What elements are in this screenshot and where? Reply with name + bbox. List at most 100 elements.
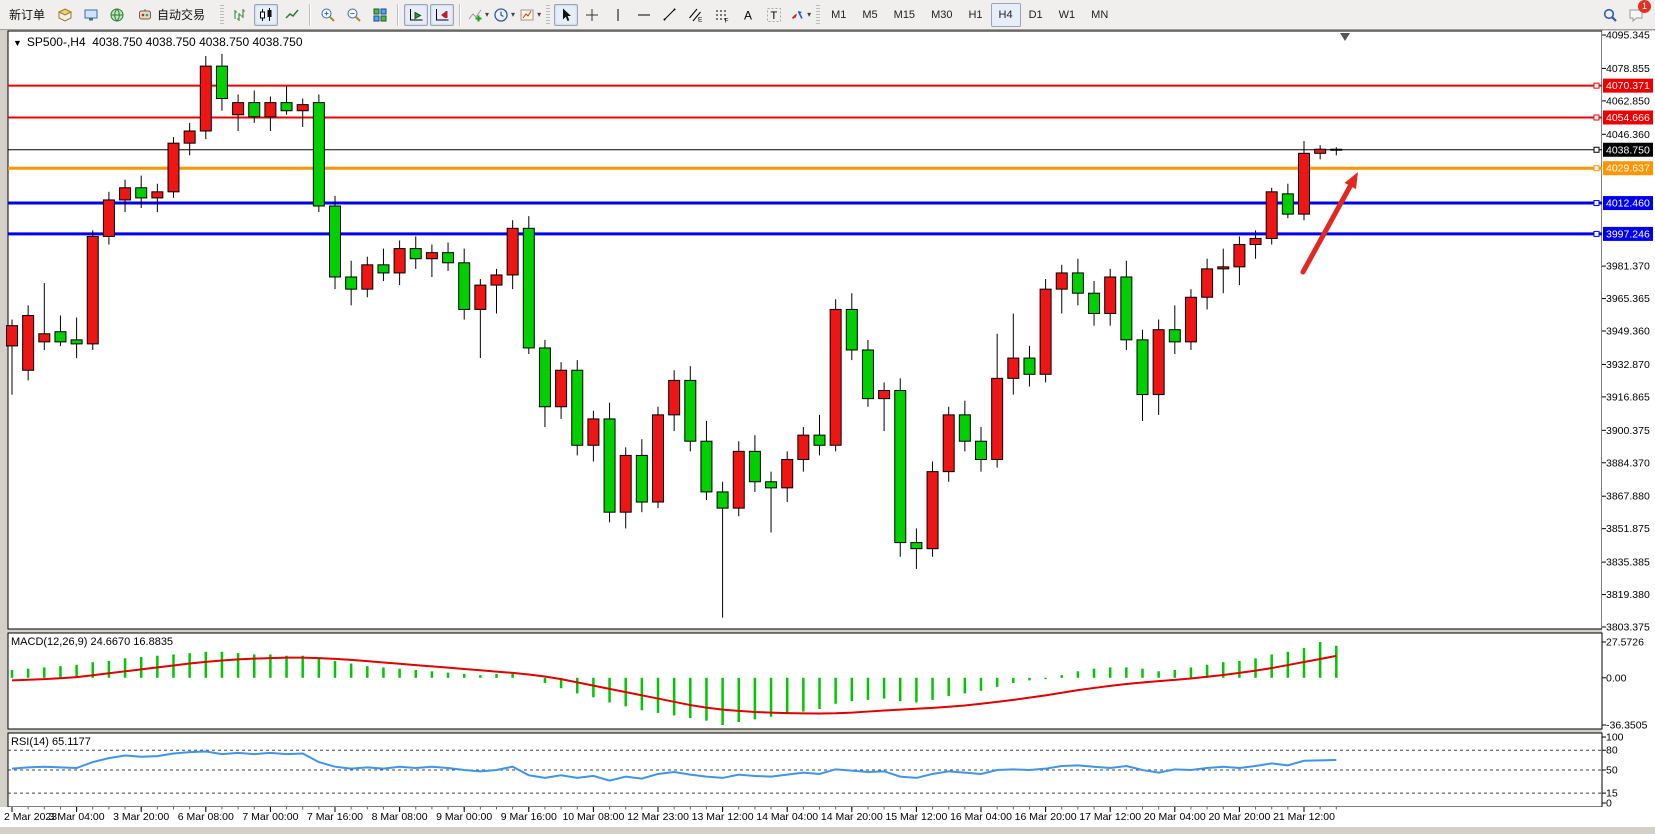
time-tick-label: 7 Mar 16:00 bbox=[307, 811, 363, 823]
svg-text:T: T bbox=[771, 10, 778, 22]
candle-body bbox=[329, 205, 341, 278]
candlestick-button[interactable] bbox=[254, 3, 279, 26]
trend-arrow-head bbox=[1344, 172, 1358, 190]
search-icon[interactable] bbox=[1598, 4, 1622, 26]
timeframe-m5-button[interactable]: M5 bbox=[862, 8, 878, 21]
hline-anchor[interactable] bbox=[1593, 200, 1600, 207]
price-capsule-label: 4070.371 bbox=[1606, 80, 1650, 92]
toolbar-grip[interactable] bbox=[546, 4, 551, 25]
macd-panel[interactable]: 27.5726 0.00 -36.3505 bbox=[10, 637, 1648, 732]
hline-anchor[interactable] bbox=[1593, 146, 1600, 153]
candle-body bbox=[377, 264, 390, 274]
tile-windows-button[interactable] bbox=[368, 4, 392, 26]
notifications-button[interactable]: 1 bbox=[1624, 0, 1651, 26]
timeframe-m15-button[interactable]: M15 bbox=[893, 8, 916, 21]
candle-body bbox=[797, 434, 810, 460]
chart-ohlc-quotes: 4038.750 4038.750 4038.750 4038.750 bbox=[92, 35, 303, 49]
chart-shift-button[interactable] bbox=[430, 3, 455, 26]
candle-body bbox=[1104, 276, 1117, 314]
chart-shift-icon bbox=[434, 7, 450, 23]
order-box-icon[interactable] bbox=[53, 4, 77, 26]
signal-orb-icon[interactable] bbox=[105, 4, 129, 26]
timeframe-m1-button[interactable]: M1 bbox=[831, 8, 847, 21]
dropdown-caret-icon: ▾ bbox=[511, 10, 516, 19]
rsi-line bbox=[11, 750, 1337, 782]
text-label-icon: T bbox=[766, 7, 782, 23]
price-tick-label: 3949.360 bbox=[1606, 326, 1650, 338]
hline-button[interactable] bbox=[632, 4, 656, 26]
templates-button[interactable]: ▾ bbox=[518, 4, 542, 26]
trendline-button[interactable] bbox=[658, 4, 682, 26]
candle-body bbox=[845, 308, 858, 351]
price-capsule-label: 4012.460 bbox=[1606, 198, 1650, 210]
chevron-down-icon[interactable]: ▼ bbox=[13, 38, 22, 48]
separator bbox=[309, 3, 312, 26]
zoom-out-button[interactable] bbox=[342, 4, 366, 26]
candle-body bbox=[635, 454, 648, 503]
timeframe-h4-button[interactable]: H4 bbox=[990, 2, 1021, 27]
candle-body bbox=[1330, 148, 1343, 151]
market-watch-icon[interactable] bbox=[79, 4, 103, 26]
candle-body bbox=[86, 235, 99, 345]
line-chart-button[interactable] bbox=[280, 4, 304, 26]
chart-title[interactable]: ▼ SP500-,H4 4038.750 4038.750 4038.750 40… bbox=[13, 35, 303, 49]
candle-body bbox=[264, 102, 277, 118]
candle-body bbox=[1281, 193, 1294, 215]
vline-button[interactable] bbox=[606, 4, 630, 26]
new-order-button[interactable]: 新订单 bbox=[9, 8, 46, 22]
candle-body bbox=[829, 308, 842, 446]
toolbar-grip[interactable] bbox=[816, 4, 821, 25]
candle-body bbox=[603, 418, 616, 513]
timeframe-m30-button[interactable]: M30 bbox=[931, 8, 953, 21]
candle-body bbox=[474, 284, 487, 310]
text-label-button[interactable]: T bbox=[762, 4, 786, 26]
zoom-in-button[interactable] bbox=[316, 4, 340, 26]
cursor-button[interactable] bbox=[554, 3, 579, 26]
hline-anchor[interactable] bbox=[1593, 230, 1600, 237]
time-tick-label: 3 Mar 04:00 bbox=[49, 811, 105, 823]
timeframe-d1-button[interactable]: D1 bbox=[1028, 8, 1043, 21]
dropdown-caret-icon: ▾ bbox=[485, 10, 490, 19]
vline-icon bbox=[610, 7, 626, 23]
periods-button[interactable]: ▾ bbox=[492, 4, 516, 26]
hline-anchor[interactable] bbox=[1593, 165, 1600, 172]
auto-scroll-button[interactable] bbox=[404, 3, 429, 26]
price-tick-label: 4062.850 bbox=[1606, 95, 1650, 107]
price-tick-label: 3803.375 bbox=[1606, 622, 1650, 634]
arrow-annotation[interactable] bbox=[1300, 172, 1358, 275]
svg-text:A: A bbox=[744, 8, 752, 22]
crosshair-button[interactable] bbox=[580, 4, 604, 26]
fibonacci-button[interactable]: F bbox=[710, 4, 734, 26]
hline-anchor[interactable] bbox=[1593, 82, 1600, 89]
templates-icon bbox=[519, 7, 535, 23]
arrows-button[interactable]: ▾ bbox=[788, 4, 812, 26]
timeframe-w1-button[interactable]: W1 bbox=[1058, 8, 1076, 21]
chart-shift-marker[interactable] bbox=[1340, 33, 1350, 41]
toolbar-grip[interactable] bbox=[220, 4, 225, 25]
trend-arrow-line[interactable] bbox=[1300, 180, 1355, 275]
auto-trading-button[interactable]: 自动交易 bbox=[131, 4, 216, 26]
candles-layer[interactable] bbox=[6, 53, 1343, 618]
hline-anchor[interactable] bbox=[1593, 114, 1600, 121]
macd-tick-label: -36.3505 bbox=[1606, 720, 1648, 732]
timeframe-h1-button[interactable]: H1 bbox=[968, 8, 983, 21]
bar-chart-button[interactable] bbox=[228, 4, 252, 26]
candle-body bbox=[280, 102, 293, 112]
price-axis[interactable]: 4095.345 4078.855 4062.850 4046.360 3981.370… bbox=[1602, 30, 1653, 634]
candle-body bbox=[151, 191, 164, 199]
time-tick-label: 16 Mar 20:00 bbox=[1015, 811, 1077, 823]
candle-body bbox=[1120, 276, 1133, 341]
timeframe-mn-button[interactable]: MN bbox=[1091, 8, 1109, 21]
text-button[interactable]: A bbox=[736, 4, 760, 26]
candle-body bbox=[668, 379, 681, 416]
zoom-in-icon bbox=[320, 7, 336, 23]
indicators-button[interactable]: ▾ bbox=[466, 4, 490, 26]
candle-body bbox=[167, 142, 180, 193]
channel-button[interactable]: E bbox=[684, 4, 708, 26]
rsi-tick-label: 15 bbox=[1606, 788, 1618, 800]
rsi-tick-label: 100 bbox=[1606, 732, 1624, 744]
tile-windows-icon bbox=[372, 7, 388, 23]
